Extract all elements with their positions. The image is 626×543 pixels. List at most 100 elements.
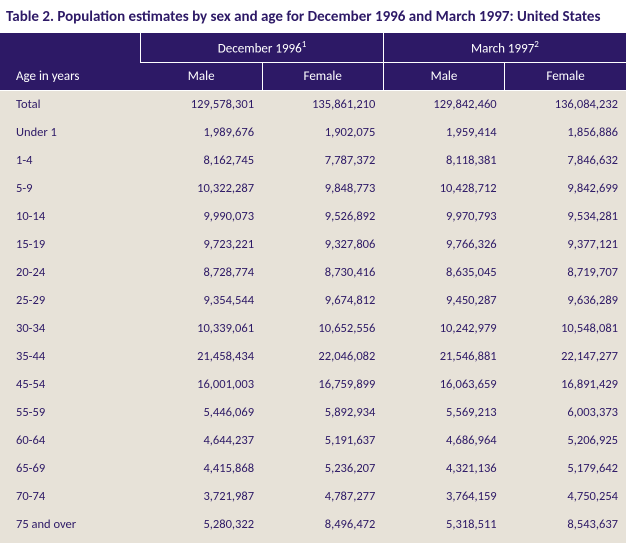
table-row: 20-248,728,7748,730,4168,635,0458,719,70…: [0, 259, 626, 287]
table-row: 5-910,322,2879,848,77310,428,7129,842,69…: [0, 175, 626, 203]
cell-value: 9,842,699: [505, 175, 626, 203]
table-row: 35-4421,458,43422,046,08221,546,88122,14…: [0, 343, 626, 371]
subhead-female-1: Female: [262, 63, 383, 91]
cell-value: 4,321,136: [383, 455, 504, 483]
cell-value: 5,318,511: [383, 511, 504, 543]
subhead-male-1: Male: [141, 63, 262, 91]
cell-value: 9,674,812: [262, 287, 383, 315]
population-table: Age in years December 19961 March 19972 …: [0, 33, 626, 543]
row-label: 60-64: [0, 427, 141, 455]
cell-value: 16,759,899: [262, 371, 383, 399]
cell-value: 136,084,232: [505, 91, 626, 120]
cell-value: 8,635,045: [383, 259, 504, 287]
cell-value: 10,242,979: [383, 315, 504, 343]
table-header: Age in years December 19961 March 19972 …: [0, 33, 626, 91]
row-label: 20-24: [0, 259, 141, 287]
cell-value: 4,750,254: [505, 483, 626, 511]
cell-value: 8,730,416: [262, 259, 383, 287]
cell-value: 16,891,429: [505, 371, 626, 399]
row-label: 45-54: [0, 371, 141, 399]
row-label: 75 and over: [0, 511, 141, 543]
cell-value: 5,236,207: [262, 455, 383, 483]
cell-value: 3,721,987: [141, 483, 262, 511]
table-row: 55-595,446,0695,892,9345,569,2136,003,37…: [0, 399, 626, 427]
row-label: Total: [0, 91, 141, 120]
table-row: 25-299,354,5449,674,8129,450,2879,636,28…: [0, 287, 626, 315]
table-row: 75 and over5,280,3228,496,4725,318,5118,…: [0, 511, 626, 543]
cell-value: 9,327,806: [262, 231, 383, 259]
cell-value: 9,354,544: [141, 287, 262, 315]
cell-value: 9,848,773: [262, 175, 383, 203]
cell-value: 1,856,886: [505, 119, 626, 147]
table-row: 30-3410,339,06110,652,55610,242,97910,54…: [0, 315, 626, 343]
cell-value: 9,990,073: [141, 203, 262, 231]
cell-value: 4,415,868: [141, 455, 262, 483]
table-row: 60-644,644,2375,191,6374,686,9645,206,92…: [0, 427, 626, 455]
row-label: 55-59: [0, 399, 141, 427]
cell-value: 21,546,881: [383, 343, 504, 371]
cell-value: 22,046,082: [262, 343, 383, 371]
cell-value: 9,450,287: [383, 287, 504, 315]
cell-value: 10,548,081: [505, 315, 626, 343]
cell-value: 16,063,659: [383, 371, 504, 399]
cell-value: 5,569,213: [383, 399, 504, 427]
row-label: 10-14: [0, 203, 141, 231]
cell-value: 5,280,322: [141, 511, 262, 543]
cell-value: 21,458,434: [141, 343, 262, 371]
cell-value: 129,842,460: [383, 91, 504, 120]
cell-value: 9,723,221: [141, 231, 262, 259]
cell-value: 5,446,069: [141, 399, 262, 427]
cell-value: 5,206,925: [505, 427, 626, 455]
cell-value: 3,764,159: [383, 483, 504, 511]
cell-value: 10,652,556: [262, 315, 383, 343]
subhead-male-2: Male: [383, 63, 504, 91]
cell-value: 4,644,237: [141, 427, 262, 455]
cell-value: 9,526,892: [262, 203, 383, 231]
row-label: 70-74: [0, 483, 141, 511]
cell-value: 5,191,637: [262, 427, 383, 455]
cell-value: 1,989,676: [141, 119, 262, 147]
row-label-header: Age in years: [0, 33, 141, 91]
cell-value: 8,496,472: [262, 511, 383, 543]
row-label: 30-34: [0, 315, 141, 343]
cell-value: 4,787,277: [262, 483, 383, 511]
cell-value: 5,179,642: [505, 455, 626, 483]
table-row: 15-199,723,2219,327,8069,766,3269,377,12…: [0, 231, 626, 259]
cell-value: 9,377,121: [505, 231, 626, 259]
cell-value: 22,147,277: [505, 343, 626, 371]
cell-value: 9,766,326: [383, 231, 504, 259]
subhead-female-2: Female: [505, 63, 626, 91]
cell-value: 5,892,934: [262, 399, 383, 427]
row-label: 65-69: [0, 455, 141, 483]
cell-value: 16,001,003: [141, 371, 262, 399]
table-row: Under 11,989,6761,902,0751,959,4141,856,…: [0, 119, 626, 147]
cell-value: 129,578,301: [141, 91, 262, 120]
table-row: 1-48,162,7457,787,3728,118,3817,846,632: [0, 147, 626, 175]
cell-value: 8,118,381: [383, 147, 504, 175]
cell-value: 9,970,793: [383, 203, 504, 231]
cell-value: 7,846,632: [505, 147, 626, 175]
cell-value: 9,534,281: [505, 203, 626, 231]
cell-value: 8,728,774: [141, 259, 262, 287]
table-body: Total129,578,301135,861,210129,842,46013…: [0, 91, 626, 543]
cell-value: 10,339,061: [141, 315, 262, 343]
row-label: 35-44: [0, 343, 141, 371]
row-label: 1-4: [0, 147, 141, 175]
cell-value: 6,003,373: [505, 399, 626, 427]
table-row: 45-5416,001,00316,759,89916,063,65916,89…: [0, 371, 626, 399]
row-label: Under 1: [0, 119, 141, 147]
cell-value: 10,428,712: [383, 175, 504, 203]
population-table-container: Table 2. Population estimates by sex and…: [0, 0, 626, 543]
period-2-header: March 19972: [383, 33, 626, 63]
table-row: 10-149,990,0739,526,8929,970,7939,534,28…: [0, 203, 626, 231]
table-row: Total129,578,301135,861,210129,842,46013…: [0, 91, 626, 120]
cell-value: 135,861,210: [262, 91, 383, 120]
cell-value: 1,959,414: [383, 119, 504, 147]
cell-value: 8,719,707: [505, 259, 626, 287]
row-label: 15-19: [0, 231, 141, 259]
cell-value: 4,686,964: [383, 427, 504, 455]
cell-value: 9,636,289: [505, 287, 626, 315]
table-caption: Table 2. Population estimates by sex and…: [0, 0, 626, 33]
period-1-header: December 19961: [141, 33, 384, 63]
table-row: 65-694,415,8685,236,2074,321,1365,179,64…: [0, 455, 626, 483]
